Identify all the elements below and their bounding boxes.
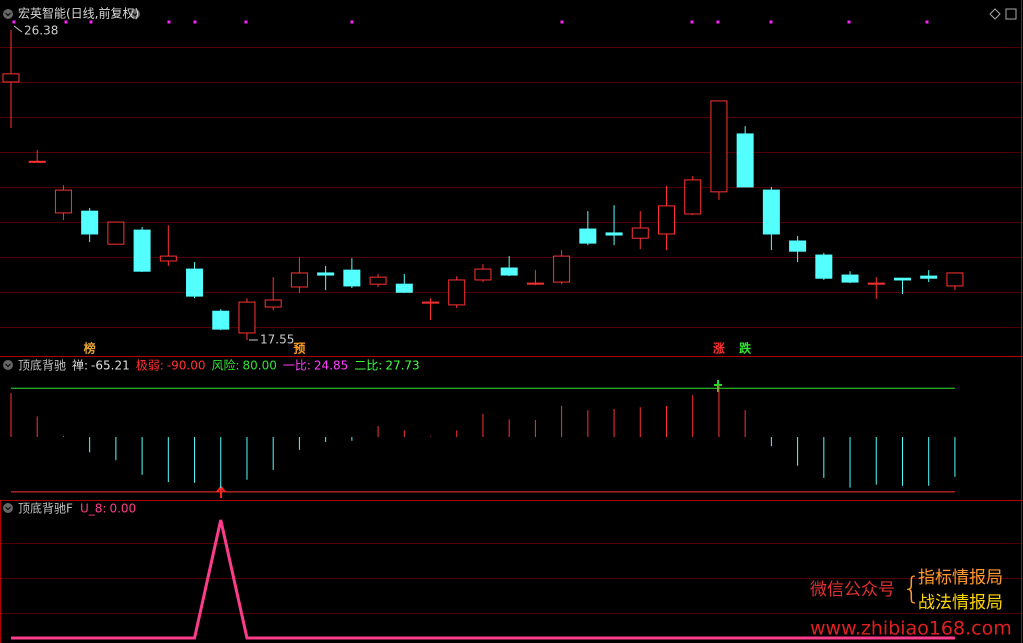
background-rules bbox=[0, 543, 1021, 618]
candle-body bbox=[212, 310, 230, 330]
stat-name: 一比: bbox=[283, 359, 311, 373]
candle-body bbox=[762, 189, 780, 235]
stat-value: 24.85 bbox=[314, 359, 348, 373]
stat-name: 禅: bbox=[72, 359, 88, 373]
stat-name: 二比: bbox=[354, 359, 382, 373]
legend-name: U_8: bbox=[80, 502, 106, 516]
signal-dot bbox=[89, 20, 93, 24]
candle-body bbox=[474, 268, 492, 281]
candle-body bbox=[343, 269, 361, 287]
candle-body bbox=[579, 228, 597, 244]
window-icon[interactable] bbox=[1005, 8, 1017, 20]
stat-name: 极弱: bbox=[136, 359, 164, 373]
annotation-arrow bbox=[13, 25, 23, 33]
candle-body bbox=[159, 255, 177, 262]
menu-button[interactable] bbox=[3, 9, 13, 19]
line-series bbox=[11, 519, 955, 640]
candle-body bbox=[369, 276, 387, 285]
candle-body bbox=[553, 255, 571, 283]
signal-dot bbox=[690, 20, 694, 24]
min-label: 17.55 bbox=[260, 333, 294, 347]
menu-button[interactable] bbox=[130, 9, 140, 19]
candle-body bbox=[290, 272, 308, 288]
stat-name: 风险: bbox=[211, 358, 239, 373]
marker-label: 跌 bbox=[739, 341, 752, 356]
candle-body bbox=[238, 301, 256, 334]
menu-button[interactable] bbox=[3, 503, 13, 513]
candle-body bbox=[2, 73, 20, 83]
panel-title: 顶底背驰F bbox=[18, 501, 73, 516]
marker-label: 预 bbox=[293, 342, 305, 356]
max-label: 26.38 bbox=[24, 24, 58, 38]
signal-dot bbox=[244, 20, 248, 24]
candle-body bbox=[867, 282, 885, 285]
candle-body bbox=[605, 232, 623, 236]
candle-body bbox=[658, 205, 675, 235]
signal-arrow bbox=[714, 380, 722, 392]
candle-body bbox=[736, 133, 754, 188]
stat-value: -65.21 bbox=[91, 359, 130, 373]
signal-dot bbox=[925, 20, 929, 24]
watermark-line: 指标情报局 bbox=[918, 568, 1003, 588]
signal-dot bbox=[64, 20, 68, 24]
chart-title: 宏英智能(日线,前复权) bbox=[18, 6, 139, 21]
candle-body bbox=[448, 279, 466, 306]
signal-dot bbox=[769, 20, 773, 24]
signal-dot bbox=[847, 20, 851, 24]
candle-body bbox=[133, 229, 151, 272]
marker-label: 涨 bbox=[713, 341, 725, 356]
candle-body bbox=[789, 240, 807, 252]
candle-body bbox=[81, 210, 99, 235]
candle-body bbox=[526, 282, 544, 285]
stat-value: 27.73 bbox=[385, 359, 419, 373]
legend-value: 0.00 bbox=[109, 502, 136, 516]
candle-body bbox=[920, 275, 938, 279]
signal-dot bbox=[193, 20, 197, 24]
candle-body bbox=[28, 160, 46, 163]
signal-dot bbox=[560, 20, 564, 24]
candle-body bbox=[631, 227, 649, 239]
candle-body bbox=[684, 179, 702, 215]
brace: { bbox=[902, 572, 921, 607]
panel-title: 顶底背驰 bbox=[18, 358, 66, 373]
candle-body bbox=[946, 272, 964, 287]
watermark-prefix: 微信公众号 bbox=[810, 580, 895, 600]
candle-body bbox=[186, 268, 204, 297]
window-icon[interactable] bbox=[989, 8, 1001, 20]
signal-arrow bbox=[216, 485, 226, 498]
watermark-url: www.zhibiao168.com bbox=[810, 618, 1012, 640]
signal-dot bbox=[12, 20, 16, 24]
candle-body bbox=[893, 277, 911, 281]
candle-body bbox=[264, 299, 282, 308]
signal-dot bbox=[167, 20, 171, 24]
background-rules bbox=[0, 47, 1021, 337]
candle-body bbox=[710, 100, 728, 193]
candle-body bbox=[815, 254, 833, 279]
candle-body bbox=[395, 283, 413, 293]
candle-body bbox=[317, 272, 335, 276]
candle-body bbox=[107, 221, 125, 245]
candle-body bbox=[500, 267, 518, 276]
candle-body bbox=[841, 274, 859, 283]
watermark-line: 战法情报局 bbox=[918, 593, 1003, 613]
stat-value: 80.00 bbox=[243, 359, 277, 373]
marker-label: 榜 bbox=[84, 341, 96, 356]
candle-body bbox=[422, 301, 440, 304]
signal-dot bbox=[716, 20, 720, 24]
signal-dot bbox=[350, 20, 354, 24]
menu-button[interactable] bbox=[3, 360, 13, 370]
stat-value: -90.00 bbox=[167, 359, 206, 373]
candle-body bbox=[54, 189, 72, 214]
